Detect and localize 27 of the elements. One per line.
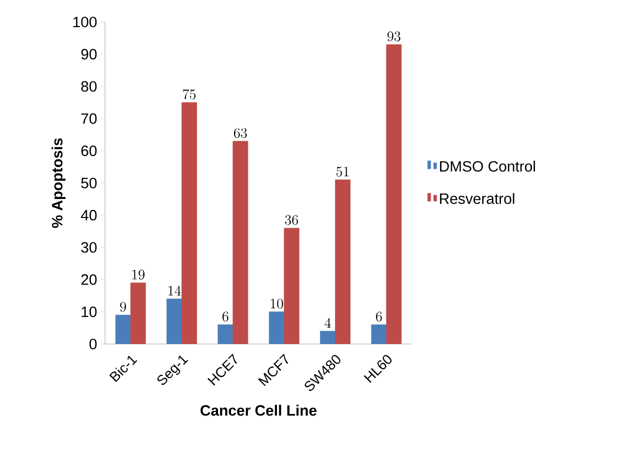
data-label: 6 bbox=[222, 312, 228, 322]
data-label: 93 bbox=[387, 31, 400, 42]
data-label: 9 bbox=[120, 302, 126, 312]
y-tick-label: 80 bbox=[81, 81, 97, 92]
data-label: 19 bbox=[132, 270, 144, 280]
y-tick-label: 0 bbox=[89, 338, 97, 350]
data-label: 6 bbox=[376, 312, 382, 322]
data-label: 10 bbox=[270, 298, 283, 309]
y-axis-title: % Apoptosis bbox=[52, 138, 66, 228]
data-label: 4 bbox=[324, 318, 331, 328]
y-tick-label: 40 bbox=[80, 210, 97, 220]
y-tick-label: 60 bbox=[81, 146, 97, 156]
data-label: 51 bbox=[336, 166, 349, 177]
legend-label: Resveratrol bbox=[440, 192, 514, 204]
data-label: 63 bbox=[234, 128, 247, 138]
legend-label: DMSO Control bbox=[440, 160, 535, 172]
y-tick-label: 70 bbox=[81, 113, 97, 124]
data-label: 75 bbox=[183, 89, 196, 100]
x-axis-title: Cancer Cell Line bbox=[200, 404, 317, 416]
data-label: 14 bbox=[168, 286, 181, 296]
y-tick-label: 30 bbox=[81, 242, 97, 253]
y-tick-label: 20 bbox=[81, 274, 97, 285]
y-tick-label: 10 bbox=[82, 306, 97, 318]
y-tick-label: 100 bbox=[73, 16, 97, 28]
y-tick-label: 90 bbox=[81, 48, 97, 60]
y-tick-label: 50 bbox=[81, 178, 97, 188]
data-label: 36 bbox=[285, 215, 298, 225]
